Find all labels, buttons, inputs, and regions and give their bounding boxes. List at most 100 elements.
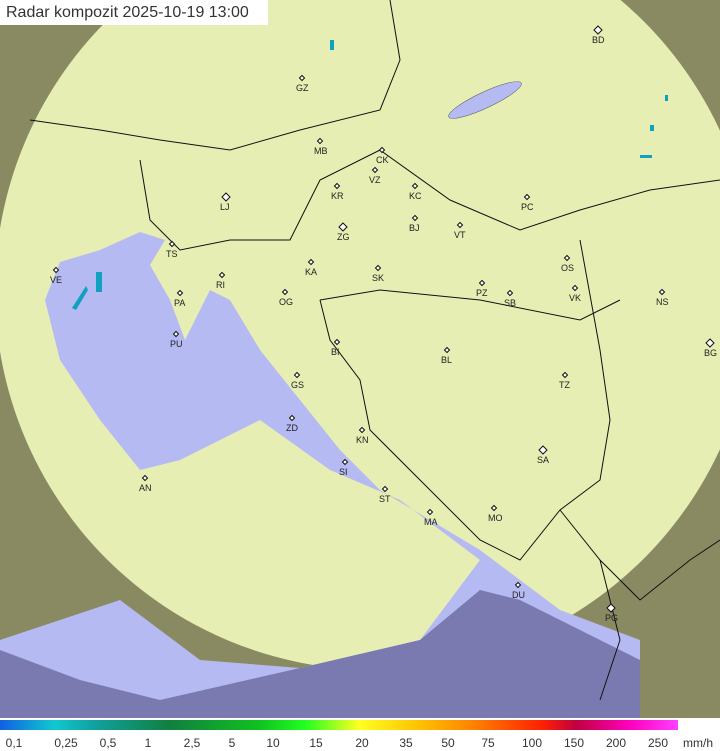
city-marker-ck: CK — [376, 146, 389, 165]
city-marker-pa: PA — [174, 289, 185, 308]
city-diamond-icon — [338, 222, 348, 232]
city-marker-bl: BL — [441, 346, 452, 365]
city-diamond-icon — [378, 146, 386, 154]
city-marker-kc: KC — [409, 182, 422, 201]
city-label: KA — [305, 267, 317, 277]
city-label: ZG — [337, 232, 350, 242]
city-label: ZD — [286, 423, 298, 433]
city-diamond-icon — [411, 182, 419, 190]
city-label: BI — [331, 347, 340, 357]
city-marker-si: SI — [339, 458, 349, 477]
legend-label: 200 — [605, 736, 627, 750]
city-marker-st: ST — [379, 485, 391, 504]
city-label: KC — [409, 191, 422, 201]
city-marker-pg: PG — [605, 603, 618, 623]
city-label: NS — [656, 297, 669, 307]
city-diamond-icon — [514, 581, 522, 589]
city-diamond-icon — [563, 254, 571, 262]
legend-labels: 0,1 0,25 0,5 1 2,5 5 10 15 20 35 50 75 100 150 200 250 m… — [0, 736, 720, 751]
city-label: AN — [139, 483, 152, 493]
city-marker-mo: MO — [488, 504, 503, 523]
city-label: GZ — [296, 83, 309, 93]
city-diamond-icon — [478, 279, 486, 287]
city-diamond-icon — [523, 193, 531, 201]
sea-outside-coverage — [0, 590, 640, 718]
city-diamond-icon — [411, 214, 419, 222]
legend-label: 100 — [521, 736, 543, 750]
city-marker-ve: VE — [50, 266, 62, 285]
city-label: SI — [339, 467, 348, 477]
city-diamond-icon — [371, 166, 379, 174]
precipitation-color-scale — [0, 720, 678, 730]
city-diamond-icon — [333, 182, 341, 190]
city-marker-du: DU — [512, 581, 525, 600]
city-diamond-icon — [281, 288, 289, 296]
city-marker-mb: MB — [314, 137, 328, 156]
map-title: Radar kompozit 2025-10-19 13:00 — [0, 0, 268, 25]
city-diamond-icon — [168, 240, 176, 248]
city-marker-bj: BJ — [409, 214, 420, 233]
city-diamond-icon — [307, 258, 315, 266]
city-marker-kr: KR — [331, 182, 344, 201]
city-marker-ka: KA — [305, 258, 317, 277]
city-diamond-icon — [561, 371, 569, 379]
city-marker-pz: PZ — [476, 279, 488, 298]
city-label: PA — [174, 298, 185, 308]
city-marker-vk: VK — [569, 284, 581, 303]
city-label: VT — [454, 230, 466, 240]
city-diamond-icon — [172, 330, 180, 338]
legend-label: 0,5 — [99, 736, 117, 750]
city-label: ST — [379, 494, 391, 504]
legend-label: 15 — [309, 736, 323, 750]
city-diamond-icon — [705, 338, 715, 348]
city-marker-sk: SK — [372, 264, 384, 283]
legend-label: 1 — [144, 736, 152, 750]
city-label: TS — [166, 249, 178, 259]
city-label: MO — [488, 513, 503, 523]
radar-map: BD GZ MB CK VZ KR KC LJ PC BJ ZG VT TS VE KA SK RI OS PA OG… — [0, 0, 720, 718]
city-label: OS — [561, 263, 574, 273]
city-diamond-icon — [176, 289, 184, 297]
city-label: SA — [537, 455, 549, 465]
lake-balaton — [448, 81, 522, 119]
city-diamond-icon — [443, 346, 451, 354]
city-diamond-icon — [456, 221, 464, 229]
city-label: SB — [504, 298, 516, 308]
city-label: TZ — [559, 380, 570, 390]
city-label: BG — [704, 348, 717, 358]
city-diamond-icon — [571, 284, 579, 292]
legend-label: 20 — [355, 736, 369, 750]
city-label: VZ — [369, 175, 381, 185]
legend-label: 10 — [266, 736, 280, 750]
legend-label: 0,1 — [5, 736, 23, 750]
city-marker-vz: VZ — [369, 166, 381, 185]
city-label: PZ — [476, 288, 488, 298]
city-diamond-icon — [490, 504, 498, 512]
legend-label: 75 — [481, 736, 495, 750]
city-label: MA — [424, 517, 438, 527]
city-marker-gs: GS — [291, 371, 304, 390]
city-diamond-icon — [593, 25, 603, 35]
city-diamond-icon — [658, 288, 666, 296]
city-label: SK — [372, 273, 384, 283]
city-marker-tz: TZ — [559, 371, 570, 390]
city-diamond-icon — [288, 414, 296, 422]
legend-label: 35 — [399, 736, 413, 750]
city-marker-lj: LJ — [220, 192, 231, 212]
city-marker-vt: VT — [454, 221, 466, 240]
city-marker-ns: NS — [656, 288, 669, 307]
city-diamond-icon — [218, 271, 226, 279]
city-marker-ts: TS — [166, 240, 178, 259]
city-label: KR — [331, 191, 344, 201]
city-label: LJ — [220, 202, 230, 212]
city-marker-gz: GZ — [296, 74, 309, 93]
legend-label: 150 — [563, 736, 585, 750]
city-marker-os: OS — [561, 254, 574, 273]
city-label: PC — [521, 202, 534, 212]
city-label: DU — [512, 590, 525, 600]
city-label: GS — [291, 380, 304, 390]
borders — [29, 0, 720, 701]
city-label: MB — [314, 146, 328, 156]
city-diamond-icon — [538, 445, 548, 455]
